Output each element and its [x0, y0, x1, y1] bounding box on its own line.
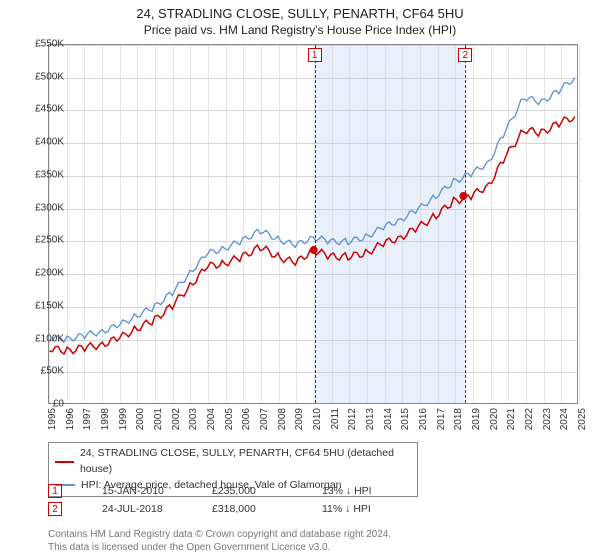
- x-tick-label: 2015: [400, 408, 411, 430]
- chart-plot-area: 12: [48, 44, 578, 404]
- legend-swatch: [55, 461, 74, 463]
- sale-price: £318,000: [212, 503, 282, 515]
- y-tick-label: £250K: [35, 235, 64, 246]
- x-tick-label: 1998: [100, 408, 111, 430]
- x-tick-label: 2020: [489, 408, 500, 430]
- sale-index-box: 2: [48, 502, 62, 516]
- x-tick-label: 1996: [65, 408, 76, 430]
- x-tick-label: 1997: [82, 408, 93, 430]
- x-tick-label: 2005: [224, 408, 235, 430]
- x-tick-label: 2012: [347, 408, 358, 430]
- y-tick-label: £350K: [35, 169, 64, 180]
- sale-row: 2 24-JUL-2018 £318,000 11% ↓ HPI: [48, 500, 392, 518]
- marker-index-box: 2: [458, 48, 472, 62]
- chart-title: 24, STRADLING CLOSE, SULLY, PENARTH, CF6…: [0, 6, 600, 21]
- x-tick-label: 2024: [559, 408, 570, 430]
- x-tick-label: 2019: [471, 408, 482, 430]
- footer-attribution: Contains HM Land Registry data © Crown c…: [48, 528, 391, 554]
- y-tick-label: £50K: [41, 366, 64, 377]
- x-tick-label: 2013: [365, 408, 376, 430]
- y-tick-label: £100K: [35, 333, 64, 344]
- sales-table: 1 15-JAN-2010 £235,000 13% ↓ HPI 2 24-JU…: [48, 482, 392, 518]
- x-tick-label: 2017: [436, 408, 447, 430]
- chart-subtitle: Price paid vs. HM Land Registry's House …: [0, 23, 600, 37]
- y-tick-label: £200K: [35, 268, 64, 279]
- legend-label: 24, STRADLING CLOSE, SULLY, PENARTH, CF6…: [80, 446, 411, 478]
- series-property: [49, 117, 574, 354]
- x-tick-label: 2007: [259, 408, 270, 430]
- chart-lines: [49, 45, 577, 403]
- x-tick-label: 2004: [206, 408, 217, 430]
- x-tick-label: 2022: [524, 408, 535, 430]
- y-tick-label: £400K: [35, 137, 64, 148]
- x-tick-label: 2000: [135, 408, 146, 430]
- sale-delta: 13% ↓ HPI: [322, 485, 392, 497]
- x-tick-label: 2009: [294, 408, 305, 430]
- y-tick-label: £150K: [35, 300, 64, 311]
- chart-header: 24, STRADLING CLOSE, SULLY, PENARTH, CF6…: [0, 0, 600, 41]
- marker-index-box: 1: [308, 48, 322, 62]
- legend-item: 24, STRADLING CLOSE, SULLY, PENARTH, CF6…: [55, 446, 411, 478]
- footer-line: Contains HM Land Registry data © Crown c…: [48, 528, 391, 541]
- y-tick-label: £550K: [35, 39, 64, 50]
- x-tick-label: 2016: [418, 408, 429, 430]
- x-tick-label: 2010: [312, 408, 323, 430]
- x-tick-label: 2003: [188, 408, 199, 430]
- x-tick-label: 2025: [577, 408, 588, 430]
- x-tick-label: 2021: [506, 408, 517, 430]
- sale-date: 15-JAN-2010: [102, 485, 172, 497]
- x-tick-label: 2002: [171, 408, 182, 430]
- sale-price: £235,000: [212, 485, 282, 497]
- x-tick-label: 1999: [118, 408, 129, 430]
- x-tick-label: 2008: [277, 408, 288, 430]
- footer-line: This data is licensed under the Open Gov…: [48, 541, 391, 554]
- x-tick-label: 2014: [383, 408, 394, 430]
- sale-row: 1 15-JAN-2010 £235,000 13% ↓ HPI: [48, 482, 392, 500]
- sale-dot: [310, 246, 318, 254]
- x-tick-label: 2018: [453, 408, 464, 430]
- sale-date: 24-JUL-2018: [102, 503, 172, 515]
- x-tick-label: 2001: [153, 408, 164, 430]
- sale-index-box: 1: [48, 484, 62, 498]
- y-tick-label: £500K: [35, 71, 64, 82]
- y-tick-label: £450K: [35, 104, 64, 115]
- y-tick-label: £300K: [35, 202, 64, 213]
- x-tick-label: 2006: [241, 408, 252, 430]
- sale-delta: 11% ↓ HPI: [322, 503, 392, 515]
- x-tick-label: 1995: [47, 408, 58, 430]
- x-tick-label: 2023: [542, 408, 553, 430]
- series-hpi: [49, 78, 574, 342]
- x-tick-label: 2011: [330, 408, 341, 430]
